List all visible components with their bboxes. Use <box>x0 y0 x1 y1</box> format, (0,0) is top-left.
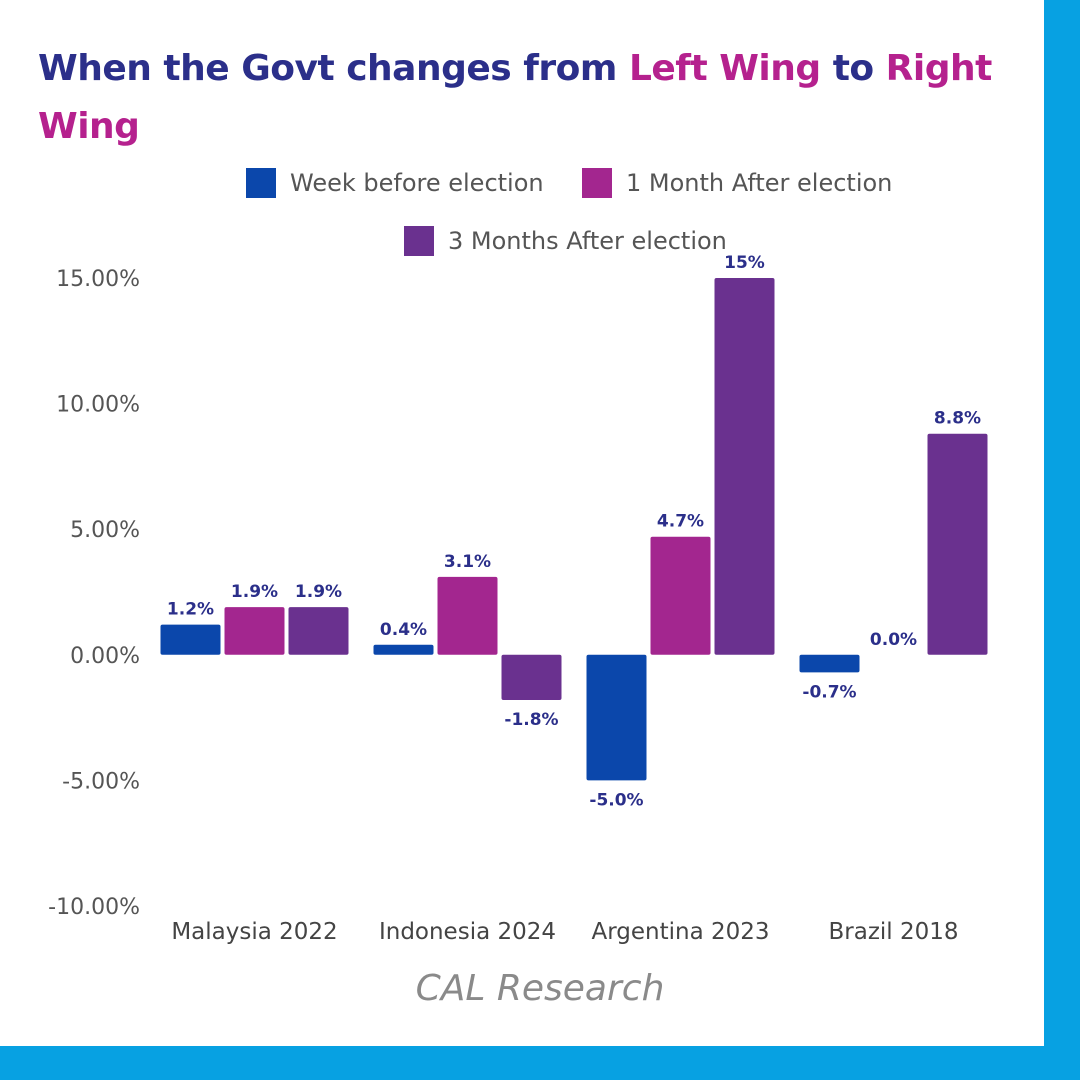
data-label: 0.4% <box>380 620 427 640</box>
title-left-wing: Left Wing <box>628 48 821 89</box>
data-label: 4.7% <box>657 512 704 532</box>
legend-item-week-before: Week before election <box>246 168 544 198</box>
bar-argentina-2023-1-month-after-election <box>650 536 711 655</box>
x-tick-label: Argentina 2023 <box>591 919 769 945</box>
bar-brazil-2018-3-months-after-election <box>927 433 988 655</box>
y-tick-label: -10.00% <box>48 895 140 920</box>
legend-swatch-3-months-after <box>404 226 434 256</box>
bar-indonesia-2024-week-before-election <box>373 644 434 655</box>
bar-argentina-2023-3-months-after-election <box>714 278 775 655</box>
title-part2: to <box>820 48 886 89</box>
right-frame-bar <box>1044 0 1080 1080</box>
legend-item-1-month-after: 1 Month After election <box>582 168 892 198</box>
title-right-wing: Right Wing <box>38 48 992 147</box>
legend-label-week-before: Week before election <box>290 169 544 197</box>
bar-argentina-2023-week-before-election <box>586 654 647 781</box>
data-label: -0.7% <box>802 682 856 702</box>
bar-brazil-2018-week-before-election <box>799 654 860 673</box>
x-tick-label: Indonesia 2024 <box>379 919 556 945</box>
legend-label-3-months-after: 3 Months After election <box>448 227 727 255</box>
source-watermark: CAL Research <box>415 968 665 1009</box>
title-part1: When the Govt changes from <box>38 48 629 89</box>
bar-malaysia-2022-week-before-election <box>160 624 221 655</box>
y-tick-label: 15.00% <box>56 267 140 292</box>
data-label: 1.2% <box>167 600 214 620</box>
data-label: 8.8% <box>934 409 981 429</box>
data-label: -1.8% <box>504 710 558 730</box>
x-tick-label: Brazil 2018 <box>828 919 958 945</box>
y-tick-label: 5.00% <box>70 518 140 543</box>
bar-malaysia-2022-1-month-after-election <box>224 607 285 655</box>
data-label: 1.9% <box>295 582 342 602</box>
legend-swatch-week-before <box>246 168 276 198</box>
data-label: 15% <box>724 253 765 273</box>
legend-swatch-1-month-after <box>582 168 612 198</box>
bar-indonesia-2024-3-months-after-election <box>501 654 562 701</box>
legend-label-1-month-after: 1 Month After election <box>626 169 893 197</box>
chart-title: When the Govt changes from Left Wing to … <box>38 40 1018 156</box>
bottom-frame-bar <box>0 1046 1080 1080</box>
y-tick-label: -5.00% <box>62 769 140 794</box>
legend-item-3-months-after: 3 Months After election <box>404 226 727 256</box>
y-tick-label: 0.00% <box>70 644 140 669</box>
data-label: -5.0% <box>589 790 643 810</box>
data-label: 3.1% <box>444 552 491 572</box>
bar-malaysia-2022-3-months-after-election <box>288 607 349 655</box>
bar-indonesia-2024-1-month-after-election <box>437 576 498 655</box>
y-tick-label: 10.00% <box>56 393 140 418</box>
x-tick-label: Malaysia 2022 <box>171 919 337 945</box>
bar-chart: 15.00% 10.00% 5.00% 0.00% -5.00% -10.00% 1.2% 1… <box>48 253 988 945</box>
data-label: 0.0% <box>870 630 917 650</box>
data-label: 1.9% <box>231 582 278 602</box>
